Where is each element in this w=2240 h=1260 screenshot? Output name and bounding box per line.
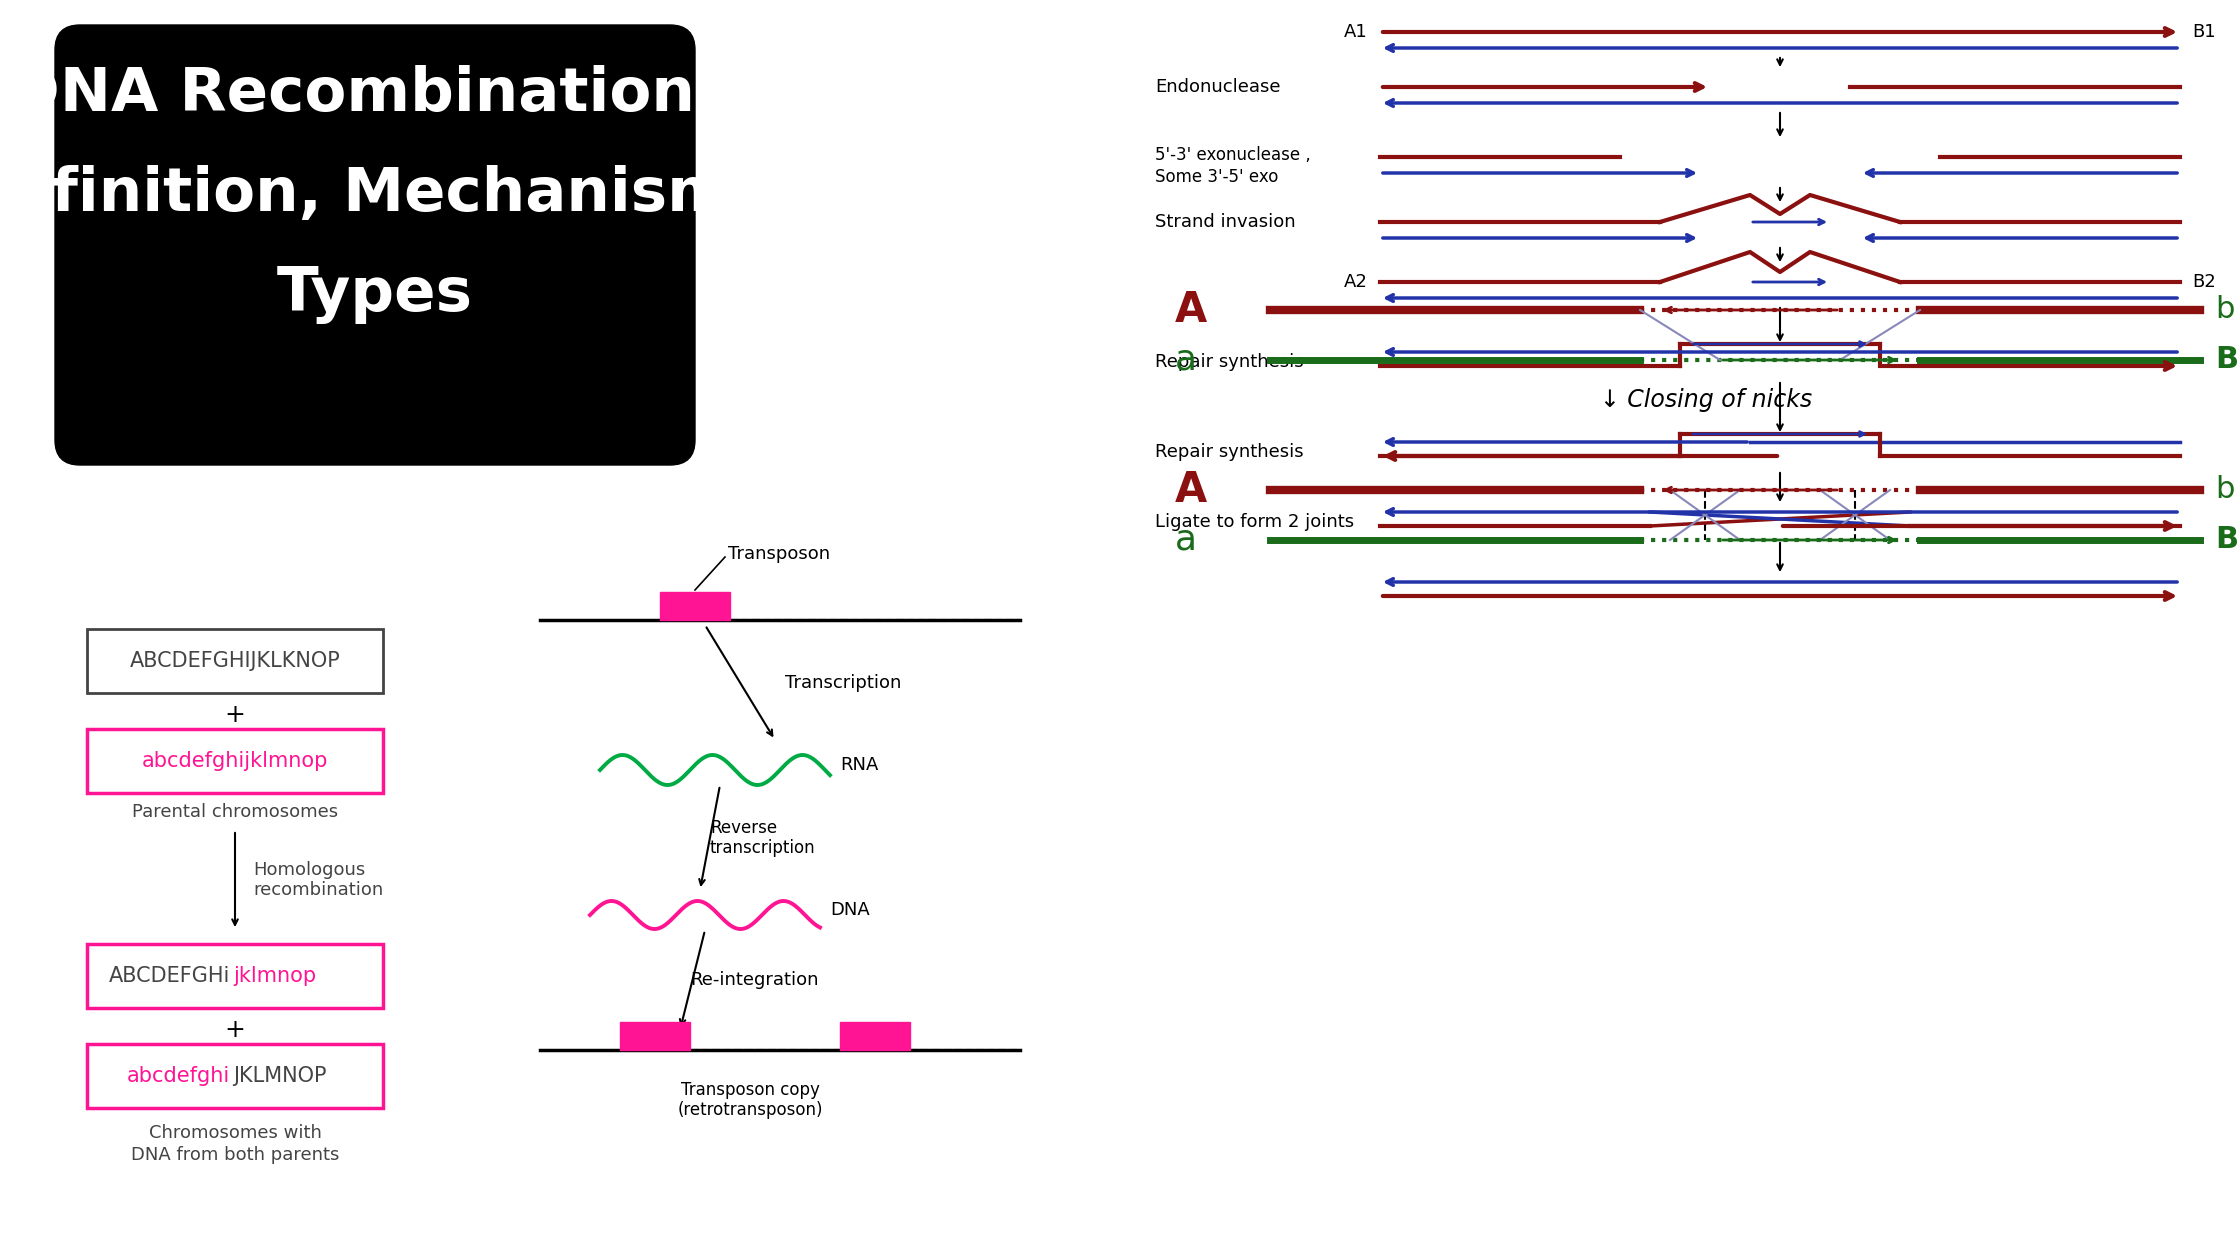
Text: B2: B2 bbox=[2193, 273, 2215, 291]
Text: DNA: DNA bbox=[831, 901, 869, 919]
FancyBboxPatch shape bbox=[56, 25, 694, 465]
Text: 5'-3' exonuclease ,: 5'-3' exonuclease , bbox=[1156, 146, 1310, 164]
Text: Endonuclease: Endonuclease bbox=[1156, 78, 1281, 96]
Text: DNA from both parents: DNA from both parents bbox=[130, 1147, 338, 1164]
Text: Definition, Mechanisms,: Definition, Mechanisms, bbox=[0, 165, 791, 224]
Text: Homologous
recombination: Homologous recombination bbox=[253, 861, 383, 900]
Text: Reverse
transcription: Reverse transcription bbox=[710, 819, 815, 857]
Text: B: B bbox=[2215, 345, 2238, 374]
Bar bbox=[620, 1022, 690, 1050]
Text: Ligate to form 2 joints: Ligate to form 2 joints bbox=[1156, 513, 1355, 530]
Text: ABCDEFGHIJKLKNOP: ABCDEFGHIJKLKNOP bbox=[130, 651, 340, 672]
FancyBboxPatch shape bbox=[87, 730, 383, 793]
Bar bbox=[661, 592, 730, 620]
Text: DNA Recombination -: DNA Recombination - bbox=[9, 66, 741, 125]
Text: Parental chromosomes: Parental chromosomes bbox=[132, 803, 338, 822]
Text: abcdefghi: abcdefghi bbox=[128, 1066, 231, 1086]
Text: B1: B1 bbox=[2193, 23, 2215, 42]
Text: JKLMNOP: JKLMNOP bbox=[233, 1066, 327, 1086]
FancyBboxPatch shape bbox=[87, 944, 383, 1008]
Text: ↓ Closing of nicks: ↓ Closing of nicks bbox=[1599, 388, 1812, 412]
FancyBboxPatch shape bbox=[87, 1045, 383, 1108]
Text: Repair synthesis: Repair synthesis bbox=[1156, 353, 1304, 370]
Text: a: a bbox=[1176, 523, 1196, 557]
Text: +: + bbox=[224, 703, 246, 727]
Text: a: a bbox=[1176, 343, 1196, 377]
Text: Transposon: Transposon bbox=[728, 546, 831, 563]
Text: A: A bbox=[1176, 289, 1207, 331]
Text: RNA: RNA bbox=[840, 756, 878, 774]
Text: Transposon copy
(retrotransposon): Transposon copy (retrotransposon) bbox=[676, 1081, 822, 1119]
Text: Re-integration: Re-integration bbox=[690, 971, 818, 989]
Text: b: b bbox=[2215, 475, 2233, 504]
Text: Repair synthesis: Repair synthesis bbox=[1156, 444, 1304, 461]
FancyBboxPatch shape bbox=[87, 629, 383, 693]
Text: b: b bbox=[2215, 296, 2233, 325]
Text: abcdefghijklmnop: abcdefghijklmnop bbox=[141, 751, 329, 771]
Text: Chromosomes with: Chromosomes with bbox=[148, 1124, 320, 1142]
Bar bbox=[840, 1022, 909, 1050]
Text: Some 3'-5' exo: Some 3'-5' exo bbox=[1156, 168, 1279, 186]
Text: ABCDEFGHi: ABCDEFGHi bbox=[108, 966, 231, 987]
Text: jklmnop: jklmnop bbox=[233, 966, 316, 987]
Text: A: A bbox=[1176, 469, 1207, 512]
Text: B: B bbox=[2215, 525, 2238, 554]
Text: +: + bbox=[224, 1018, 246, 1042]
Text: Types: Types bbox=[278, 266, 473, 325]
Text: A2: A2 bbox=[1344, 273, 1369, 291]
Text: Transcription: Transcription bbox=[784, 674, 900, 692]
Text: Strand invasion: Strand invasion bbox=[1156, 213, 1295, 231]
Text: A1: A1 bbox=[1344, 23, 1369, 42]
